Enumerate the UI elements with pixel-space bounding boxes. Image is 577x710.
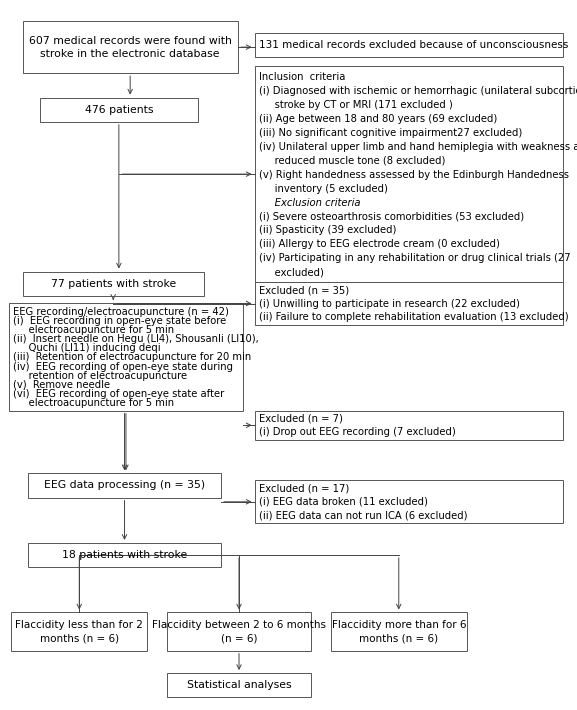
Text: electroacupuncture for 5 min: electroacupuncture for 5 min [13, 325, 174, 335]
FancyBboxPatch shape [12, 613, 147, 650]
Text: inventory (5 excluded): inventory (5 excluded) [258, 184, 387, 194]
Text: electroacupuncture for 5 min: electroacupuncture for 5 min [13, 398, 174, 408]
Text: Flaccidity more than for 6
months (n = 6): Flaccidity more than for 6 months (n = 6… [332, 620, 466, 643]
FancyBboxPatch shape [254, 480, 563, 523]
Text: Quchi (LI11) inducing deqi: Quchi (LI11) inducing deqi [13, 343, 160, 354]
Text: (v) Right handedness assessed by the Edinburgh Handedness: (v) Right handedness assessed by the Edi… [258, 170, 568, 180]
FancyBboxPatch shape [167, 673, 311, 697]
Text: EEG recording/electroacupuncture (n = 42): EEG recording/electroacupuncture (n = 42… [13, 307, 228, 317]
FancyBboxPatch shape [254, 66, 563, 282]
FancyBboxPatch shape [9, 303, 243, 410]
FancyBboxPatch shape [40, 97, 198, 122]
FancyBboxPatch shape [331, 613, 467, 650]
Text: (v)  Remove needle: (v) Remove needle [13, 380, 110, 390]
Text: (i)  EEG recording in open-eye state before: (i) EEG recording in open-eye state befo… [13, 316, 226, 326]
Text: 77 patients with stroke: 77 patients with stroke [51, 279, 176, 289]
Text: (i) Diagnosed with ischemic or hemorrhagic (unilateral subcortical): (i) Diagnosed with ischemic or hemorrhag… [258, 87, 577, 97]
Text: Excluded (n = 17)
(i) EEG data broken (11 excluded)
(ii) EEG data can not run IC: Excluded (n = 17) (i) EEG data broken (1… [259, 484, 467, 520]
Text: (iv) Unilateral upper limb and hand hemiplegia with weakness and: (iv) Unilateral upper limb and hand hemi… [258, 142, 577, 152]
Text: (iv)  EEG recording of open-eye state during: (iv) EEG recording of open-eye state dur… [13, 361, 233, 371]
Text: excluded): excluded) [258, 267, 323, 277]
Text: reduced muscle tone (8 excluded): reduced muscle tone (8 excluded) [258, 156, 445, 166]
Text: (iii)  Retention of electroacupuncture for 20 min: (iii) Retention of electroacupuncture fo… [13, 352, 251, 362]
Text: 18 patients with stroke: 18 patients with stroke [62, 550, 187, 560]
Text: Flaccidity between 2 to 6 months
(n = 6): Flaccidity between 2 to 6 months (n = 6) [152, 620, 326, 643]
Text: Excluded (n = 7)
(i) Drop out EEG recording (7 excluded): Excluded (n = 7) (i) Drop out EEG record… [259, 414, 456, 437]
Text: stroke by CT or MRI (171 excluded ): stroke by CT or MRI (171 excluded ) [258, 100, 452, 110]
FancyBboxPatch shape [28, 474, 220, 498]
FancyBboxPatch shape [23, 271, 204, 296]
FancyBboxPatch shape [23, 21, 238, 73]
Text: Exclusion criteria: Exclusion criteria [258, 197, 360, 207]
Text: Flaccidity less than for 2
months (n = 6): Flaccidity less than for 2 months (n = 6… [16, 620, 143, 643]
Text: (ii) Age between 18 and 80 years (69 excluded): (ii) Age between 18 and 80 years (69 exc… [258, 114, 497, 124]
FancyBboxPatch shape [167, 613, 311, 650]
Text: (ii)  Insert needle on Hegu (LI4), Shousanli (LI10),: (ii) Insert needle on Hegu (LI4), Shousa… [13, 334, 258, 344]
Text: Statistical analyses: Statistical analyses [187, 680, 291, 690]
Text: 476 patients: 476 patients [85, 105, 153, 115]
Text: retention of electroacupuncture: retention of electroacupuncture [13, 371, 187, 381]
FancyBboxPatch shape [254, 282, 563, 325]
Text: Excluded (n = 35)
(i) Unwilling to participate in research (22 excluded)
(ii) Fa: Excluded (n = 35) (i) Unwilling to parti… [259, 285, 569, 322]
Text: (iii) No significant cognitive impairment27 excluded): (iii) No significant cognitive impairmen… [258, 128, 522, 138]
Text: (iii) Allergy to EEG electrode cream (0 excluded): (iii) Allergy to EEG electrode cream (0 … [258, 239, 500, 249]
Text: Inclusion  criteria: Inclusion criteria [258, 72, 345, 82]
FancyBboxPatch shape [28, 543, 220, 567]
FancyBboxPatch shape [254, 33, 563, 58]
FancyBboxPatch shape [254, 410, 563, 440]
Text: (vi)  EEG recording of open-eye state after: (vi) EEG recording of open-eye state aft… [13, 389, 224, 399]
Text: EEG data processing (n = 35): EEG data processing (n = 35) [44, 481, 205, 491]
Text: (i) Severe osteoarthrosis comorbidities (53 excluded): (i) Severe osteoarthrosis comorbidities … [258, 212, 524, 222]
Text: (ii) Spasticity (39 excluded): (ii) Spasticity (39 excluded) [258, 226, 396, 236]
Text: 607 medical records were found with
stroke in the electronic database: 607 medical records were found with stro… [29, 36, 231, 59]
Text: (iv) Participating in any rehabilitation or drug clinical trials (27: (iv) Participating in any rehabilitation… [258, 253, 570, 263]
Text: 131 medical records excluded because of unconsciousness: 131 medical records excluded because of … [259, 40, 568, 50]
